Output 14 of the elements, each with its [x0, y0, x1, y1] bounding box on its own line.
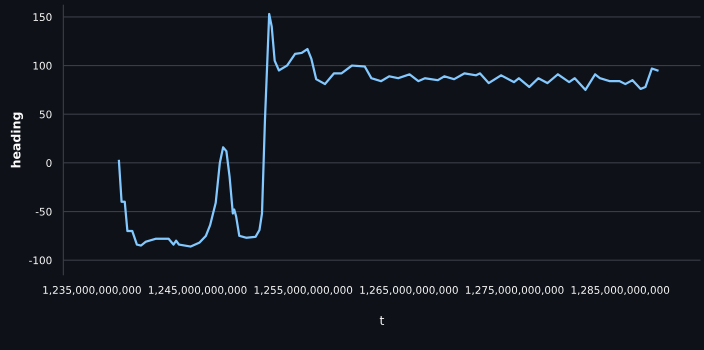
x-tick-label: 1,275,000,000,000: [466, 286, 564, 295]
y-tick-label: 50: [40, 110, 52, 118]
x-tick-label: 1,245,000,000,000: [148, 286, 247, 295]
x-tick-label: 1,235,000,000,000: [43, 286, 141, 295]
x-tick-label: 1,255,000,000,000: [254, 286, 352, 295]
y-tick-label: 100: [34, 62, 52, 70]
x-axis-title: t: [380, 316, 384, 325]
y-tick-label: 0: [46, 159, 52, 167]
x-tick-label: 1,265,000,000,000: [360, 286, 458, 295]
x-tick-label: 1,285,000,000,000: [572, 286, 670, 295]
y-tick-label: 150: [34, 13, 52, 22]
y-tick-label: -100: [29, 256, 52, 264]
y-axis-title: heading: [10, 112, 24, 168]
y-tick-label: -50: [36, 208, 52, 216]
